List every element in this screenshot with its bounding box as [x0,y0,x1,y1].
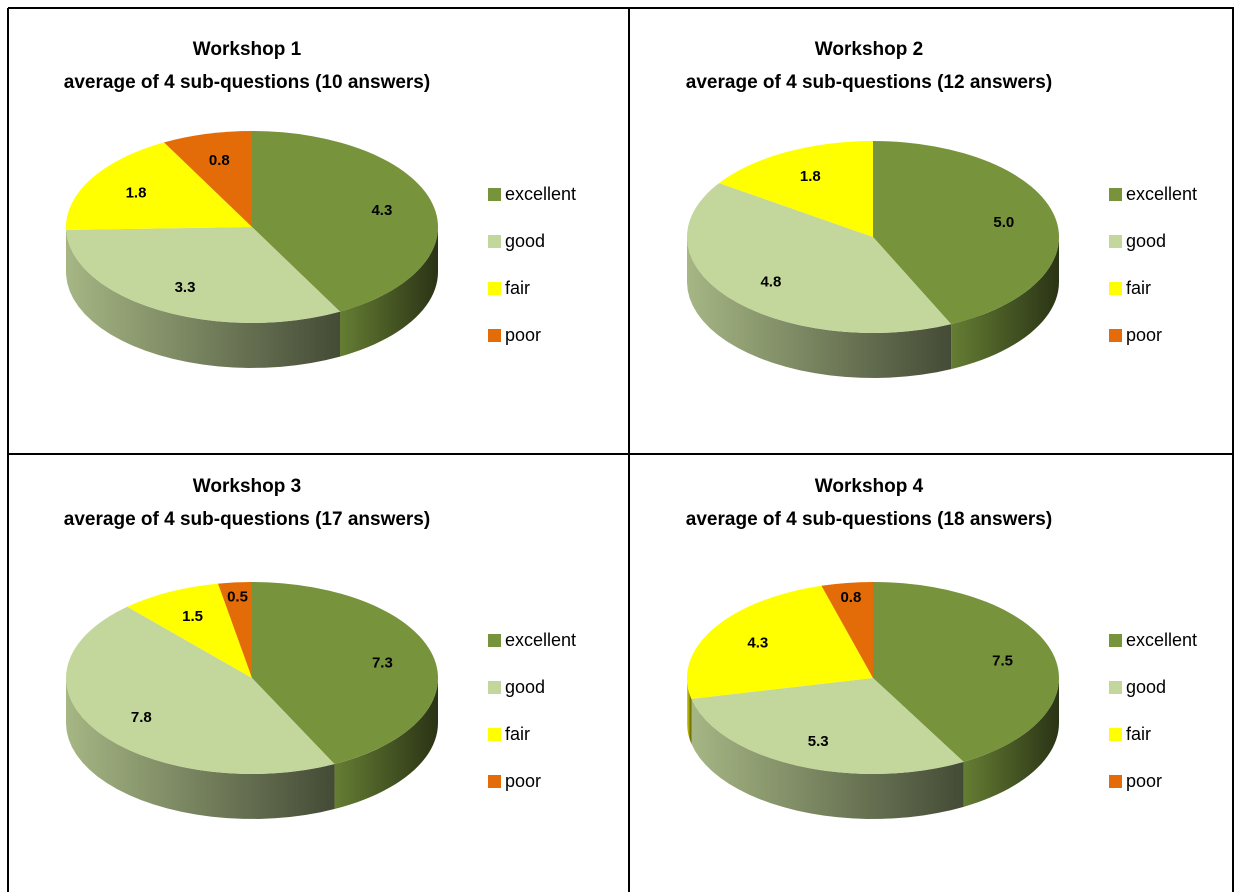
legend-swatch-fair [1109,282,1122,295]
chart-workshop-3: Workshop 3 average of 4 sub-questions (1… [8,454,629,892]
pie-chart-svg: Workshop 2 average of 4 sub-questions (1… [686,39,1197,378]
pie-slice-good [691,678,964,774]
legend-swatch-good [1109,681,1122,694]
pie-slice-fair [687,585,873,699]
pie-slice-poor [821,582,873,678]
legend-swatch-excellent [1109,634,1122,647]
pie-side-excellent [340,227,438,357]
pie-side-excellent [963,678,1059,807]
legend-label-excellent: excellent [505,184,576,204]
chart-subtitle: average of 4 sub-questions (18 answers) [686,509,1052,530]
chart-title: Workshop 4 [815,476,924,497]
legend-label-excellent: excellent [505,630,576,650]
legend-swatch-fair [488,728,501,741]
pie-side-good [66,229,340,368]
legend-swatch-poor [488,329,501,342]
legend-label-poor: poor [505,325,541,345]
data-label-excellent: 4.3 [371,202,392,219]
data-label-good: 5.3 [808,733,829,750]
legend-swatch-poor [488,775,501,788]
data-label-excellent: 5.0 [993,214,1014,231]
legend-label-fair: fair [505,724,530,744]
chart-subtitle: average of 4 sub-questions (10 answers) [64,72,430,93]
legend-swatch-excellent [488,634,501,647]
data-label-fair: 1.8 [800,168,821,185]
chart-title: Workshop 3 [193,476,301,497]
data-label-poor: 0.8 [209,152,230,169]
data-label-poor: 0.8 [840,589,861,606]
legend-swatch-good [488,681,501,694]
chart-title: Workshop 1 [193,39,302,60]
legend-label-good: good [505,677,545,697]
legend-swatch-fair [1109,728,1122,741]
legend-label-fair: fair [1126,724,1151,744]
pie-side-excellent [334,678,438,810]
data-label-fair: 1.5 [182,608,203,625]
pie-slice-good [66,606,335,774]
legend-swatch-good [488,235,501,248]
pie-slice-excellent [252,131,439,312]
pie-slice-poor [218,582,252,678]
chart-subtitle: average of 4 sub-questions (17 answers) [64,509,430,530]
pie-slice-fair [66,142,252,230]
pie-slice-poor [164,131,252,227]
legend-label-excellent: excellent [1126,184,1197,204]
pie-chart-svg: Workshop 4 average of 4 sub-questions (1… [686,476,1197,819]
data-label-excellent: 7.5 [992,653,1013,670]
pie-slice-excellent [873,141,1060,325]
legend-label-fair: fair [505,278,530,298]
legend-swatch-excellent [1109,188,1122,201]
data-label-fair: 4.3 [747,635,768,652]
legend-label-good: good [505,231,545,251]
data-label-fair: 1.8 [126,184,147,201]
data-label-good: 4.8 [760,274,781,291]
chart-workshop-2: Workshop 2 average of 4 sub-questions (1… [629,8,1233,454]
data-label-excellent: 7.3 [372,654,393,671]
pie-slice-excellent [873,582,1059,762]
data-label-poor: 0.5 [227,589,248,606]
legend-label-fair: fair [1126,278,1151,298]
pie-side-fair [687,678,692,744]
chart-title: Workshop 2 [815,39,923,60]
pie-side-good [691,698,964,819]
pie-slice-excellent [252,582,438,765]
pie-chart-svg: Workshop 1 average of 4 sub-questions (1… [64,39,576,368]
chart-workshop-1: Workshop 1 average of 4 sub-questions (1… [8,8,629,454]
pie-side-good [687,237,952,378]
legend-label-poor: poor [1126,325,1162,345]
legend-swatch-excellent [488,188,501,201]
pie-slice-good [687,183,952,334]
legend-label-good: good [1126,231,1166,251]
legend-swatch-fair [488,282,501,295]
chart-workshop-4: Workshop 4 average of 4 sub-questions (1… [629,454,1233,892]
data-label-good: 3.3 [175,279,196,296]
chart-subtitle: average of 4 sub-questions (12 answers) [686,72,1052,93]
legend-swatch-good [1109,235,1122,248]
legend-swatch-poor [1109,775,1122,788]
pie-slice-fair [127,583,252,678]
legend-label-poor: poor [1126,771,1162,791]
pie-side-good [66,678,335,819]
pie-chart-svg: Workshop 3 average of 4 sub-questions (1… [64,476,576,819]
pie-slice-good [66,227,340,324]
pie-side-excellent [951,237,1059,370]
pie-slice-fair [719,141,873,237]
legend-swatch-poor [1109,329,1122,342]
legend-label-poor: poor [505,771,541,791]
data-label-good: 7.8 [131,709,152,726]
legend-label-excellent: excellent [1126,630,1197,650]
legend-label-good: good [1126,677,1166,697]
